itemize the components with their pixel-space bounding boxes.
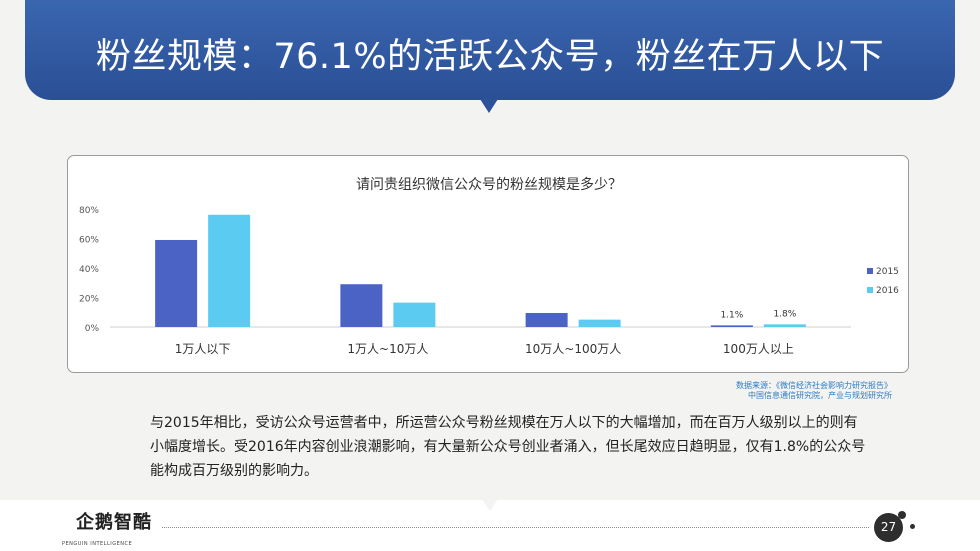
legend-swatch-2015 — [867, 268, 873, 274]
y-tick-label: 40% — [79, 265, 99, 275]
source-line-1: 数据来源：《微信经济社会影响力研究报告》 — [736, 381, 892, 390]
bar-2016-2 — [578, 319, 621, 327]
source-line-2: 中国信息通信研究院，产业与规划研究所 — [748, 391, 892, 400]
title-banner: 粉丝规模：76.1%的活跃公众号，粉丝在万人以下 — [25, 0, 955, 100]
data-label: 1.8% — [773, 309, 796, 319]
bar-chart: 请问贵组织微信公众号的粉丝规模是多少？ 0% 20% 40% 60% 80% 1万人以下 1万… — [79, 176, 899, 356]
x-tick-label: 1万人以下 — [175, 342, 231, 356]
y-tick-label: 80% — [79, 206, 99, 216]
decorative-dot — [898, 511, 906, 519]
x-tick-label: 10万人~100万人 — [525, 342, 621, 356]
bar-2016-1 — [393, 302, 436, 327]
legend-label-2016: 2016 — [876, 286, 899, 296]
x-tick-label: 100万人以上 — [723, 342, 794, 356]
bar-2016-0 — [208, 214, 251, 327]
data-source: 数据来源：《微信经济社会影响力研究报告》 中国信息通信研究院，产业与规划研究所 — [736, 381, 892, 401]
data-label: 1.1% — [720, 310, 743, 320]
logo-text: 企鹅智酷 — [76, 512, 152, 533]
title-banner-pointer — [480, 99, 498, 113]
y-tick-label: 60% — [79, 236, 99, 246]
decorative-dot — [910, 524, 915, 529]
bar-2015-1 — [340, 284, 383, 327]
x-tick-label: 1万人~10万人 — [347, 342, 428, 356]
y-tick-label: 20% — [79, 295, 99, 305]
y-tick-label: 0% — [85, 324, 100, 334]
description-text: 与2015年相比，受访公众号运营者中，所运营公众号粉丝规模在万人以下的大幅增加，… — [150, 415, 866, 479]
legend-swatch-2016 — [867, 287, 873, 293]
footer: 企鹅智酷 PENGUIN INTELLIGENCE 27 — [0, 499, 980, 551]
chart-title: 请问贵组织微信公众号的粉丝规模是多少？ — [356, 176, 622, 193]
legend-label-2015: 2015 — [876, 267, 899, 277]
bar-2016-3 — [763, 324, 806, 327]
chart-card: 请问贵组织微信公众号的粉丝规模是多少？ 0% 20% 40% 60% 80% 1万人以下 1万… — [67, 155, 909, 373]
footer-notch — [482, 499, 498, 511]
footer-divider — [162, 527, 869, 528]
bar-2015-3 — [710, 325, 753, 327]
page-number: 27 — [874, 513, 903, 542]
bar-2015-2 — [525, 312, 568, 327]
bar-2015-0 — [155, 239, 198, 327]
slide-title: 粉丝规模：76.1%的活跃公众号，粉丝在万人以下 — [95, 37, 885, 77]
penguin-logo: 企鹅智酷 PENGUIN INTELLIGENCE — [62, 508, 158, 548]
logo-subtext: PENGUIN INTELLIGENCE — [62, 541, 133, 547]
